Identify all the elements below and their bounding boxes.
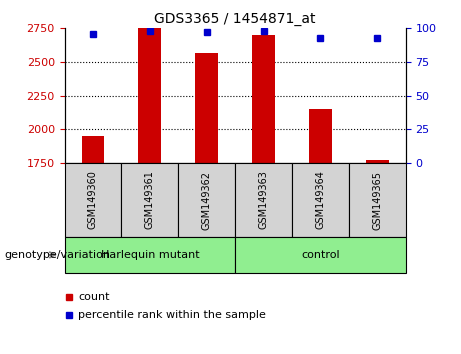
- Text: GSM149364: GSM149364: [315, 171, 325, 229]
- Text: percentile rank within the sample: percentile rank within the sample: [78, 310, 266, 320]
- Bar: [195, 52, 218, 163]
- Bar: [138, 28, 161, 163]
- Bar: [292, 163, 349, 237]
- Bar: [65, 237, 235, 273]
- Text: control: control: [301, 250, 340, 260]
- Text: GSM149362: GSM149362: [201, 171, 212, 229]
- Text: GSM149361: GSM149361: [145, 171, 155, 229]
- Text: genotype/variation: genotype/variation: [5, 250, 111, 260]
- Text: GSM149363: GSM149363: [259, 171, 269, 229]
- Text: GSM149360: GSM149360: [88, 171, 98, 229]
- Bar: [82, 136, 104, 163]
- Bar: [349, 163, 406, 237]
- Bar: [252, 35, 275, 163]
- Bar: [366, 160, 389, 163]
- Text: GSM149365: GSM149365: [372, 171, 382, 229]
- Bar: [235, 163, 292, 237]
- Text: count: count: [78, 292, 110, 302]
- Bar: [309, 109, 332, 163]
- Text: Harlequin mutant: Harlequin mutant: [100, 250, 199, 260]
- Bar: [65, 163, 121, 237]
- Title: GDS3365 / 1454871_at: GDS3365 / 1454871_at: [154, 12, 316, 26]
- Bar: [235, 237, 406, 273]
- Bar: [121, 163, 178, 237]
- Bar: [178, 163, 235, 237]
